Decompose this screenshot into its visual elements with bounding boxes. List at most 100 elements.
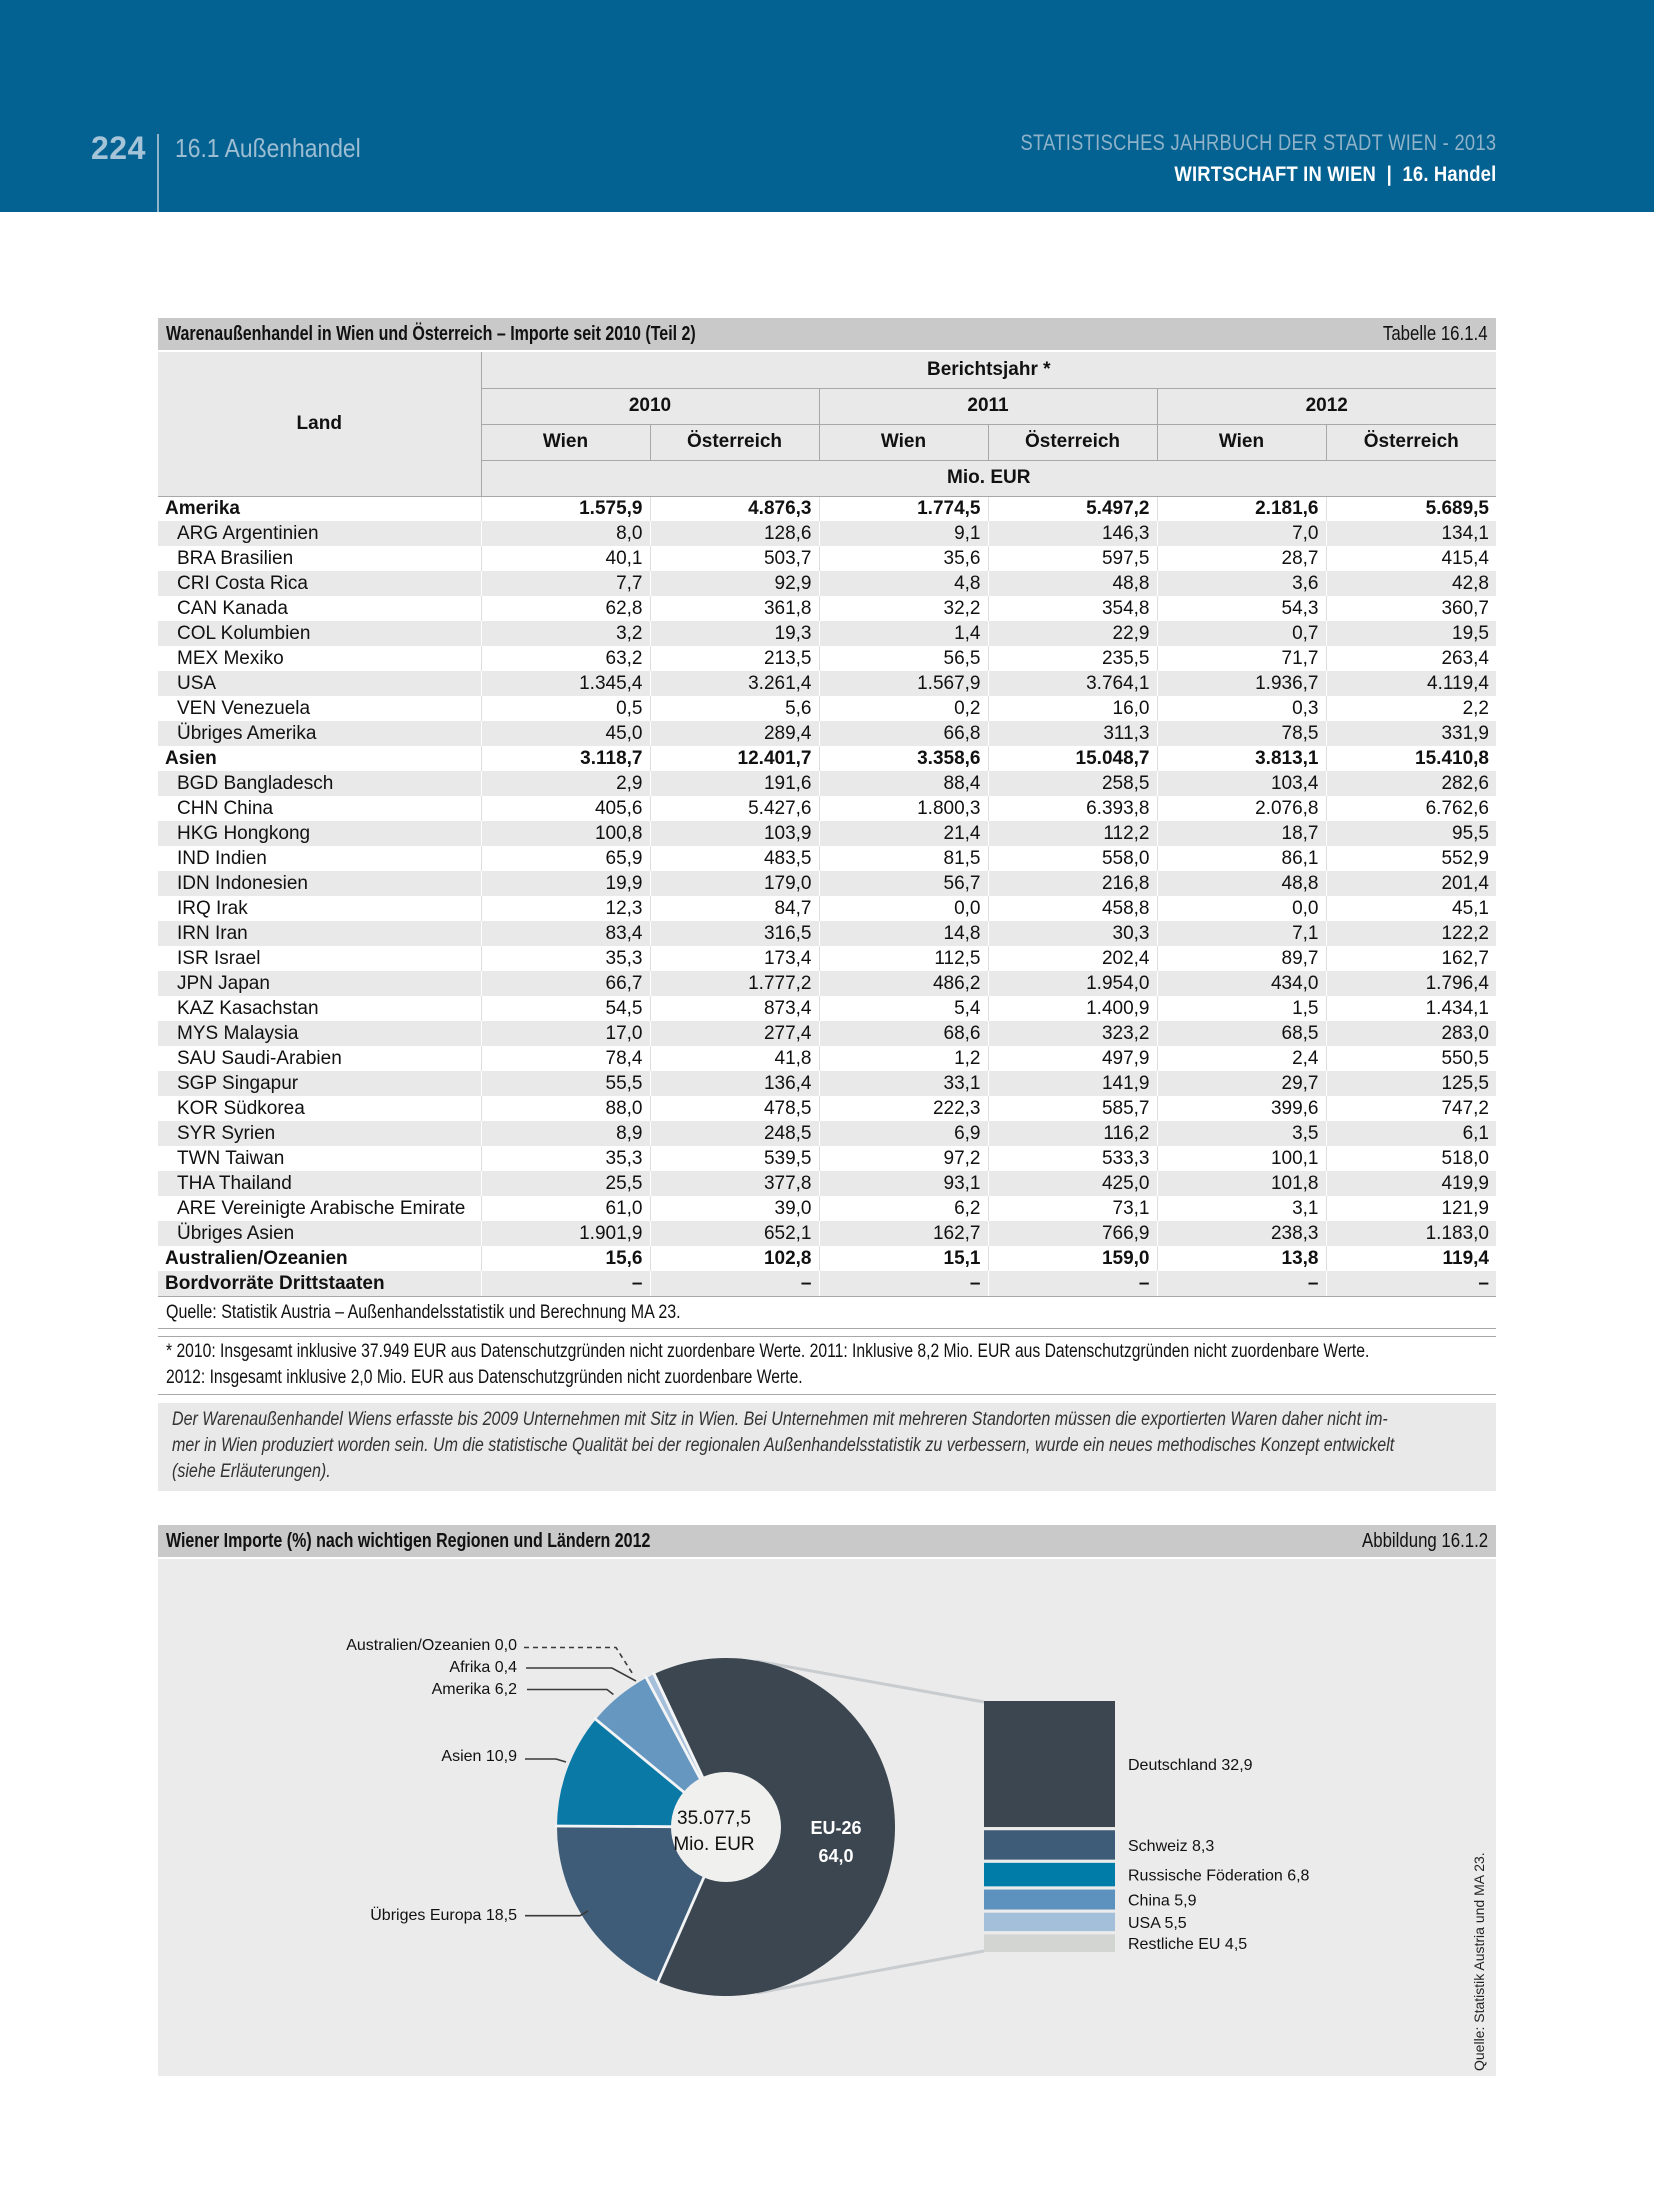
- cell-value: 66,7: [480, 971, 650, 996]
- donut-label-australien-ozeanien: Australien/Ozeanien 0,0: [346, 1637, 517, 1654]
- cell-value: 558,0: [987, 846, 1157, 871]
- table-source-text: Quelle: Statistik Austria – Außenhandels…: [166, 1301, 681, 1323]
- row-label: SYR Syrien: [177, 1122, 276, 1144]
- cell-value: 747,2: [1325, 1096, 1496, 1121]
- cell-value: 119,4: [1325, 1246, 1496, 1271]
- cell-value: 1.434,1: [1325, 996, 1496, 1021]
- cell-value: 103,9: [649, 821, 819, 846]
- cell-value: 73,1: [987, 1196, 1157, 1221]
- cell-value: 12,3: [480, 896, 650, 921]
- table-footnote-text: * 2010: Insgesamt inklusive 37.949 EUR a…: [166, 1341, 1370, 1388]
- donut-slice-value-eu26: 64,0: [818, 1846, 853, 1866]
- cell-value: 766,9: [987, 1221, 1157, 1246]
- cell-value: 486,2: [818, 971, 988, 996]
- cell-value: 71,7: [1156, 646, 1326, 671]
- cell-value: 15,1: [818, 1246, 988, 1271]
- table-row: ARE Vereinigte Arabische Emirate 61,0 39,0…: [158, 1196, 1496, 1221]
- table-row: IRN Iran 83,4 316,5 14,8 30,3 7,1 122,2: [158, 921, 1496, 946]
- row-label: USA: [177, 672, 217, 694]
- cell-value: 458,8: [987, 896, 1157, 921]
- cell-value: 32,2: [818, 596, 988, 621]
- table-note: Der Warenaußenhandel Wiens erfasste bis …: [158, 1403, 1496, 1491]
- cell-value: 112,2: [987, 821, 1157, 846]
- col-header-wien-2010: Wien: [481, 424, 651, 461]
- cell-value: 2,2: [1325, 696, 1496, 721]
- row-label: MEX Mexiko: [177, 647, 284, 669]
- cell-value: 533,3: [987, 1146, 1157, 1171]
- table-ref: Tabelle 16.1.4: [1383, 322, 1488, 345]
- row-label: IRQ Irak: [177, 897, 248, 919]
- cell-value: 55,5: [480, 1071, 650, 1096]
- cell-value: 179,0: [649, 871, 819, 896]
- row-label: HKG Hongkong: [177, 822, 311, 844]
- row-label: Bordvorräte Drittstaaten: [165, 1272, 385, 1294]
- cell-value: 0,0: [1156, 896, 1326, 921]
- cell-value: 9,1: [818, 521, 988, 546]
- bar-segment-china: [984, 1889, 1115, 1910]
- cell-value: 56,7: [818, 871, 988, 896]
- table-row: IND Indien 65,9 483,5 81,5 558,0 86,1 552,9: [158, 846, 1496, 871]
- cell-value: 202,4: [987, 946, 1157, 971]
- cell-value: 68,6: [818, 1021, 988, 1046]
- cell-value: 66,8: [818, 721, 988, 746]
- cell-value: 1.796,4: [1325, 971, 1496, 996]
- row-label: Übriges Amerika: [177, 722, 317, 744]
- cell-value: 162,7: [818, 1221, 988, 1246]
- row-label: TWN Taiwan: [177, 1147, 285, 1169]
- donut-leader-line: [525, 1910, 589, 1917]
- cell-value: 550,5: [1325, 1046, 1496, 1071]
- cell-value: 434,0: [1156, 971, 1326, 996]
- cell-value: 425,0: [987, 1171, 1157, 1196]
- row-label: JPN Japan: [177, 972, 270, 994]
- cell-value: 483,5: [649, 846, 819, 871]
- cell-value: 652,1: [649, 1221, 819, 1246]
- cell-value: 405,6: [480, 796, 650, 821]
- cell-value: 42,8: [1325, 571, 1496, 596]
- slice-seam: [554, 1824, 674, 1829]
- cell-value: 5,4: [818, 996, 988, 1021]
- slice-seam: [644, 1675, 703, 1781]
- chart-ref: Abbildung 16.1.2: [1361, 1529, 1488, 1552]
- cell-value: 2.181,6: [1156, 496, 1326, 521]
- cell-value: 0,0: [818, 896, 988, 921]
- slice-seam: [655, 1874, 706, 1985]
- cell-value: 54,5: [480, 996, 650, 1021]
- table-row: SYR Syrien 8,9 248,5 6,9 116,2 3,5 6,1: [158, 1121, 1496, 1146]
- cell-value: 277,4: [649, 1021, 819, 1046]
- row-label: Asien: [165, 747, 217, 769]
- cell-value: 78,4: [480, 1046, 650, 1071]
- table-row: MEX Mexiko 63,2 213,5 56,5 235,5 71,7 263,4: [158, 646, 1496, 671]
- cell-value: 15,6: [480, 1246, 650, 1271]
- cell-value: 97,2: [818, 1146, 988, 1171]
- bar-label-deutschland: Deutschland 32,9: [1128, 1757, 1253, 1774]
- cell-value: 6.762,6: [1325, 796, 1496, 821]
- cell-value: 45,1: [1325, 896, 1496, 921]
- row-label: ARE Vereinigte Arabische Emirate: [177, 1197, 466, 1219]
- row-label: SGP Singapur: [177, 1072, 299, 1094]
- table-row: BRA Brasilien 40,1 503,7 35,6 597,5 28,7 415,4: [158, 546, 1496, 571]
- bar-label-schweiz: Schweiz 8,3: [1128, 1838, 1214, 1855]
- cell-value: 585,7: [987, 1096, 1157, 1121]
- page-number: 224: [91, 130, 146, 166]
- cell-value: 35,3: [480, 1146, 650, 1171]
- cell-value: 112,5: [818, 946, 988, 971]
- cell-value: 41,8: [649, 1046, 819, 1071]
- header-right-titles: STATISTISCHES JAHRBUCH DER STADT WIEN - …: [923, 130, 1496, 187]
- row-label: KOR Südkorea: [177, 1097, 305, 1119]
- col-header-year-2012: 2012: [1156, 388, 1496, 425]
- cell-value: 63,2: [480, 646, 650, 671]
- bar-segment-russische-f-deration: [984, 1862, 1115, 1887]
- cell-value: 597,5: [987, 546, 1157, 571]
- table-row: TWN Taiwan 35,3 539,5 97,2 533,3 100,1 518,0: [158, 1146, 1496, 1171]
- row-label: IDN Indonesien: [177, 872, 308, 894]
- cell-value: 201,4: [1325, 871, 1496, 896]
- col-header-wien-2011: Wien: [818, 424, 989, 461]
- table-row: ISR Israel 35,3 173,4 112,5 202,4 89,7 162,7: [158, 946, 1496, 971]
- donut-center-unit: Mio. EUR: [673, 1834, 754, 1855]
- cell-value: 7,1: [1156, 921, 1326, 946]
- cell-value: 1.183,0: [1325, 1221, 1496, 1246]
- cell-value: 33,1: [818, 1071, 988, 1096]
- chart-source-vertical: Quelle: Statistik Austria und MA 23.: [1471, 1852, 1487, 2071]
- cell-value: 478,5: [649, 1096, 819, 1121]
- table-row: BGD Bangladesch 2,9 191,6 88,4 258,5 103,4 282…: [158, 771, 1496, 796]
